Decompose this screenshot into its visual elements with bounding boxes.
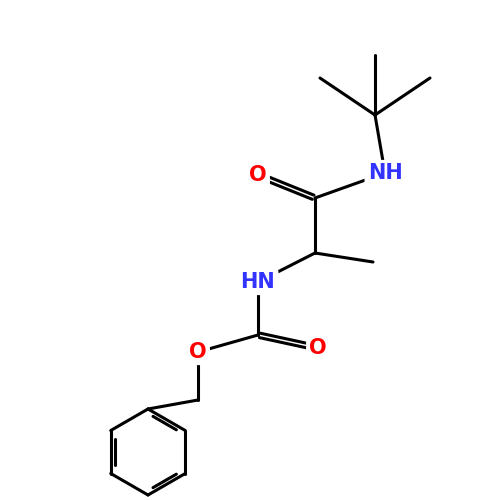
Text: NH: NH xyxy=(368,163,402,183)
Text: HN: HN xyxy=(240,272,276,292)
Text: O: O xyxy=(189,342,207,362)
Text: O: O xyxy=(309,338,327,358)
Text: O: O xyxy=(249,165,267,185)
